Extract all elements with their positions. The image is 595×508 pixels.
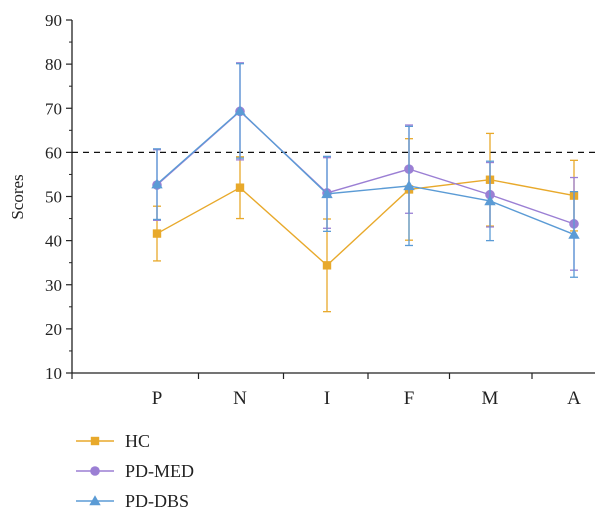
legend-label: HC	[125, 431, 150, 451]
x-tick-label: N	[233, 388, 247, 409]
data-point	[235, 183, 245, 192]
y-tick-label: 80	[45, 55, 62, 74]
x-tick-label: P	[152, 388, 163, 409]
legend-label: PD-DBS	[125, 491, 189, 508]
y-tick-label: 50	[45, 188, 62, 207]
series-hc	[152, 132, 579, 313]
data-point	[403, 180, 415, 191]
y-tick-label: 10	[45, 364, 62, 383]
data-point	[322, 261, 332, 270]
series-line	[156, 109, 575, 236]
data-point	[234, 105, 246, 116]
y-tick-label: 20	[45, 320, 62, 339]
y-tick-label: 60	[45, 143, 62, 162]
x-tick-label: F	[404, 388, 415, 409]
legend-swatch-marker	[90, 466, 100, 476]
legend: HC PD-MED PD-DBS	[76, 431, 194, 508]
legend-item-hc: HC	[76, 431, 150, 451]
y-axis-title: Scores	[8, 174, 27, 219]
data-point	[484, 195, 496, 206]
series-line	[156, 179, 575, 267]
series-pd-dbs	[151, 63, 580, 278]
data-point	[568, 228, 580, 239]
y-tick-label: 30	[45, 276, 62, 295]
legend-item-pd-med: PD-MED	[76, 461, 194, 481]
data-point	[151, 178, 163, 189]
legend-swatch-marker	[89, 495, 101, 506]
data-point	[321, 188, 333, 199]
legend-label: PD-MED	[125, 461, 194, 481]
series-pd-med	[152, 62, 579, 271]
x-tick-label: A	[567, 388, 581, 409]
y-tick-label: 40	[45, 232, 62, 251]
x-tick-label: I	[324, 388, 330, 409]
axes: 10 20 30 40 50 60 70 80 90 P N I F M A	[45, 11, 595, 409]
series-layer	[151, 62, 580, 313]
legend-item-pd-dbs: PD-DBS	[76, 491, 189, 508]
x-tick-label: M	[482, 388, 499, 409]
y-tick-label: 70	[45, 99, 62, 118]
y-tick-label: 90	[45, 11, 62, 30]
legend-swatch-marker	[90, 436, 100, 446]
data-point	[152, 229, 162, 238]
